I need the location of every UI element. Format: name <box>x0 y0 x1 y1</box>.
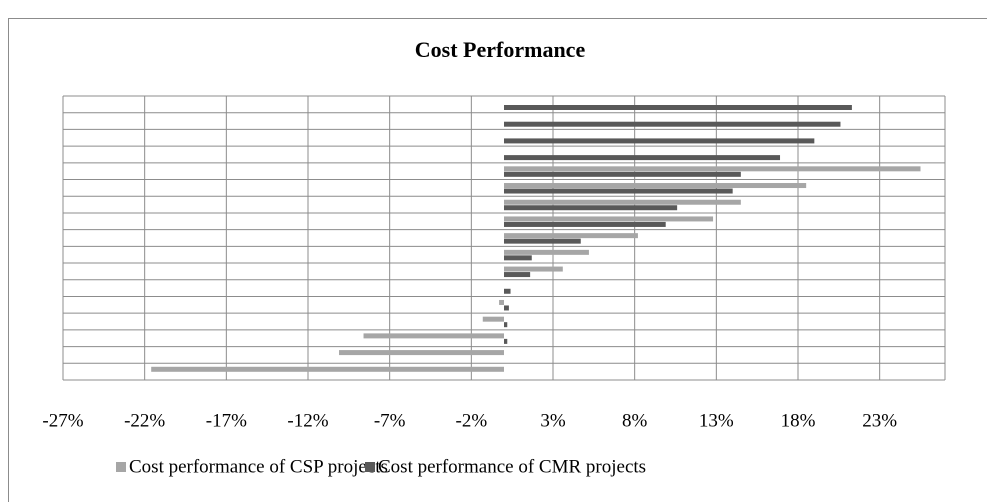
bar <box>504 188 733 194</box>
bar <box>504 105 852 110</box>
bar <box>504 288 511 294</box>
legend-label: Cost performance of CMR projects <box>378 456 646 477</box>
bar <box>504 199 741 205</box>
bar <box>504 121 841 127</box>
bar <box>151 366 504 372</box>
bar <box>363 333 504 339</box>
bar <box>504 205 678 211</box>
legend-swatch <box>116 462 126 472</box>
bar <box>504 305 509 311</box>
x-tick-label: -2% <box>456 410 488 431</box>
x-tick-label: -17% <box>206 410 247 431</box>
bar <box>339 350 504 356</box>
bar <box>504 255 532 261</box>
bar <box>504 238 581 244</box>
x-tick-label: -7% <box>374 410 406 431</box>
chart-title: Cost Performance <box>415 37 586 62</box>
bar <box>504 249 589 255</box>
bar <box>504 322 508 328</box>
bar <box>504 266 563 272</box>
bar <box>504 166 921 172</box>
x-tick-label: 23% <box>862 410 897 431</box>
legend-label: Cost performance of CSP projects <box>129 456 388 477</box>
bar <box>504 221 666 227</box>
bar <box>504 338 508 344</box>
bar <box>504 138 815 144</box>
bar <box>504 233 638 239</box>
x-tick-label: -22% <box>124 410 165 431</box>
x-tick-label: -27% <box>42 410 83 431</box>
bar <box>504 171 741 177</box>
bar <box>504 183 807 189</box>
chart-frame <box>8 18 987 502</box>
x-tick-label: 3% <box>540 410 566 431</box>
bar <box>504 216 714 222</box>
bar <box>482 316 504 322</box>
bar <box>504 155 781 161</box>
x-tick-label: 13% <box>699 410 734 431</box>
bar <box>499 299 504 305</box>
x-tick-label: -12% <box>287 410 328 431</box>
x-tick-label: 8% <box>622 410 648 431</box>
bar <box>504 272 531 278</box>
x-tick-label: 18% <box>781 410 816 431</box>
legend-swatch <box>365 462 375 472</box>
